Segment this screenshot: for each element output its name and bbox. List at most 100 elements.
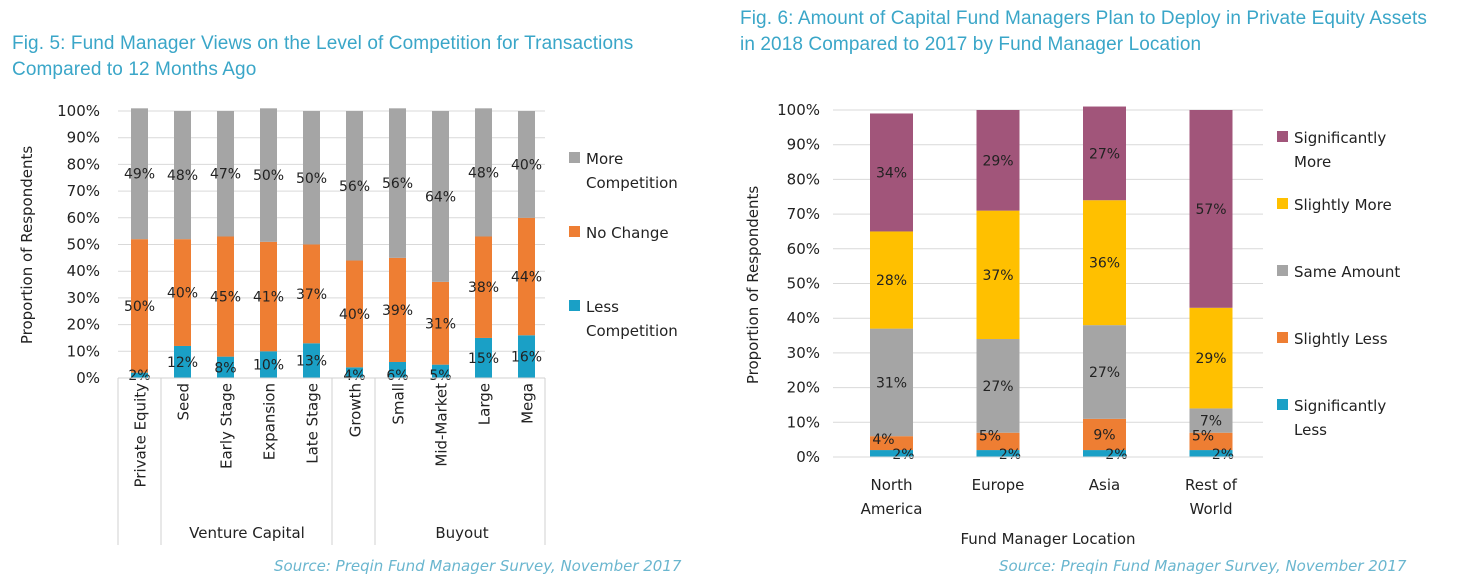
fig6-y-tick-label: 80% bbox=[787, 170, 820, 188]
fig6-bar-segment bbox=[1083, 325, 1126, 419]
fig6-bar-segment bbox=[976, 210, 1020, 340]
fig5-category-label: Private Equity bbox=[132, 383, 150, 488]
fig6-data-label: 34% bbox=[876, 165, 907, 181]
fig6-y-axis-title: Proportion of Respondents bbox=[744, 186, 762, 385]
fig5-category-label: Early Stage bbox=[218, 383, 236, 469]
fig5-data-label: 10% bbox=[253, 358, 284, 374]
fig5-bar-segment bbox=[432, 364, 449, 378]
fig6-data-label: 29% bbox=[982, 153, 1013, 169]
fig6-y-tick-label: 60% bbox=[787, 240, 820, 258]
fig6-y-tick-label: 40% bbox=[787, 309, 820, 327]
fig6-data-label: 2% bbox=[999, 447, 1021, 463]
fig6-x-axis-title: Fund Manager Location bbox=[960, 530, 1135, 548]
fig5-data-label: 50% bbox=[296, 171, 327, 187]
fig6-data-label: 5% bbox=[979, 429, 1001, 445]
fig5-legend-label: No Change bbox=[586, 224, 669, 242]
fig5-y-tick-label: 40% bbox=[67, 262, 100, 280]
fig5-bar-segment bbox=[131, 372, 148, 378]
fig6-legend-swatch bbox=[1277, 131, 1288, 142]
fig6-data-label: 4% bbox=[872, 432, 894, 448]
fig6-legend-swatch bbox=[1277, 332, 1288, 343]
fig5-bar-segment bbox=[389, 257, 406, 362]
fig5-source-note: Source: Preqin Fund Manager Survey, Nove… bbox=[274, 557, 682, 575]
fig6-data-label: 28% bbox=[876, 273, 907, 289]
fig5-data-label: 8% bbox=[214, 360, 236, 376]
fig5-legend-swatch bbox=[569, 152, 580, 163]
fig5-data-label: 15% bbox=[468, 351, 499, 367]
fig5-data-label: 64% bbox=[425, 189, 456, 205]
fig5-category-label: Mega bbox=[519, 383, 537, 424]
fig6-data-label: 27% bbox=[1089, 146, 1120, 162]
fig5-data-label: 44% bbox=[511, 270, 542, 286]
fig6-category-label: North bbox=[871, 476, 913, 494]
fig5-legend-label: Less bbox=[586, 298, 619, 316]
fig6-legend-label: Same Amount bbox=[1294, 263, 1400, 281]
fig6-y-tick-label: 10% bbox=[787, 413, 820, 431]
fig5-legend-label: Competition bbox=[586, 174, 678, 192]
fig5-bar-segment bbox=[260, 241, 277, 352]
fig6-bar-segment bbox=[1083, 450, 1126, 457]
fig6-data-label: 5% bbox=[1192, 429, 1214, 445]
fig5-data-label: 38% bbox=[468, 280, 499, 296]
fig5-bar-segment bbox=[389, 108, 406, 258]
fig5-data-label: 40% bbox=[339, 307, 370, 323]
fig5-data-label: 12% bbox=[167, 355, 198, 371]
fig6-y-tick-label: 90% bbox=[787, 136, 820, 154]
fig5-data-label: 37% bbox=[296, 287, 327, 303]
fig6-bar-segment bbox=[870, 450, 913, 457]
fig6-y-tick-label: 30% bbox=[787, 344, 820, 362]
fig5-bar-segment bbox=[131, 239, 148, 373]
fig5-bar-segment bbox=[217, 111, 234, 237]
fig5-y-tick-label: 10% bbox=[67, 342, 100, 360]
fig5-y-tick-label: 70% bbox=[67, 182, 100, 200]
fig5-y-tick-label: 90% bbox=[67, 129, 100, 147]
fig5-data-label: 47% bbox=[210, 167, 241, 183]
fig6-data-label: 37% bbox=[982, 268, 1013, 284]
fig5-data-label: 6% bbox=[386, 368, 408, 384]
fig6-bar-segment bbox=[1189, 110, 1233, 308]
fig5-y-tick-label: 20% bbox=[67, 316, 100, 334]
fig5-y-tick-label: 50% bbox=[67, 236, 100, 254]
fig5-category-label: Small bbox=[390, 383, 408, 425]
fig6-data-label: 31% bbox=[876, 375, 907, 391]
fig5-data-label: 39% bbox=[382, 303, 413, 319]
fig5-data-label: 50% bbox=[124, 299, 155, 315]
fig6-data-label: 27% bbox=[1089, 365, 1120, 381]
fig5-data-label: 13% bbox=[296, 354, 327, 370]
fig5-data-label: 41% bbox=[253, 290, 284, 306]
fig6-legend-label: Less bbox=[1294, 421, 1327, 439]
fig5-y-axis-title: Proportion of Respondents bbox=[18, 146, 36, 345]
fig5-bar-segment bbox=[217, 236, 234, 357]
fig5-bar-segment bbox=[174, 345, 191, 378]
fig6-y-tick-label: 0% bbox=[796, 448, 820, 466]
fig5-data-label: 49% bbox=[124, 167, 155, 183]
fig6-data-label: 36% bbox=[1089, 256, 1120, 272]
fig5-data-label: 16% bbox=[511, 350, 542, 366]
fig5-data-label: 45% bbox=[210, 290, 241, 306]
fig5-bar-segment bbox=[303, 111, 320, 245]
fig5-legend-label: Competition bbox=[586, 322, 678, 340]
fig5-legend-swatch bbox=[569, 300, 580, 311]
fig5-data-label: 48% bbox=[468, 165, 499, 181]
fig6-title: Fig. 6: Amount of Capital Fund Managers … bbox=[740, 8, 1427, 55]
fig5-data-label: 56% bbox=[382, 176, 413, 192]
fig5-category-label: Large bbox=[476, 383, 494, 425]
fig6-legend-label: Significantly bbox=[1294, 397, 1386, 415]
fig6-bar-segment bbox=[1189, 307, 1233, 409]
fig6-legend-label: Significantly bbox=[1294, 129, 1386, 147]
fig5-bar-segment bbox=[389, 361, 406, 378]
fig5-category-label: Seed bbox=[175, 383, 193, 421]
fig6-bar-segment bbox=[1083, 200, 1126, 326]
fig6-category-label: Asia bbox=[1089, 476, 1120, 494]
fig5-category-label: Mid-Market bbox=[433, 383, 451, 467]
fig6-bar-segment bbox=[1189, 450, 1233, 457]
fig6-data-label: 2% bbox=[892, 447, 914, 463]
fig5-legend-swatch bbox=[569, 226, 580, 237]
fig6-bar-segment bbox=[976, 339, 1020, 433]
fig6-data-label: 2% bbox=[1212, 447, 1234, 463]
fig6-bar-segment bbox=[1189, 432, 1233, 451]
fig5-bar-segment bbox=[131, 108, 148, 240]
fig6-bar-segment bbox=[976, 432, 1020, 451]
fig6-data-label: 7% bbox=[1200, 414, 1222, 430]
